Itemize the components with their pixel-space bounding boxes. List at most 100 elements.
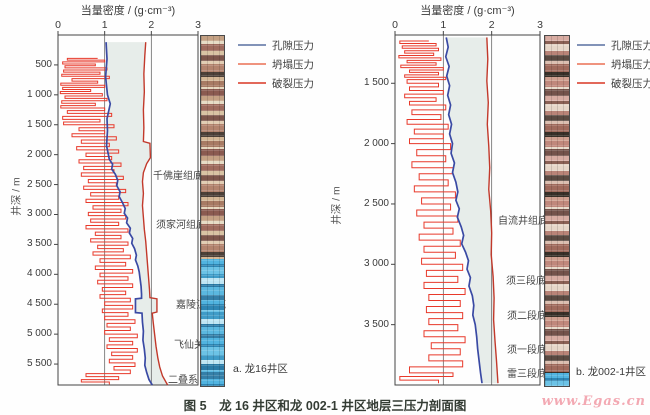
panel-a-plot-frame [57, 34, 199, 386]
lithology-stripe [201, 175, 224, 181]
panel-a-formation-annotation: 须家河组底 [156, 220, 206, 232]
panel-a-depth-tick-label: 500 [35, 58, 52, 70]
lithology-stripe [545, 231, 569, 235]
lithology-stripe [201, 171, 224, 175]
lithology-stripe [201, 370, 224, 373]
panel-a-depth-tick-label: 5 000 [26, 328, 52, 340]
lithology-stripe [545, 321, 569, 327]
lithology-stripe [201, 338, 224, 345]
panel-b-x-tick-label: 2 [488, 19, 495, 31]
lithology-stripe [201, 124, 224, 132]
lithology-stripe [201, 252, 224, 257]
lithology-stripe [545, 341, 569, 344]
panel-a-formation-annotation: 飞仙关组底 [174, 339, 224, 351]
lithology-stripe [201, 77, 224, 81]
panel-a-depth-tick-label: 4 000 [26, 268, 52, 280]
panel-b-depth-tick-label: 2 000 [363, 137, 389, 149]
panel-a-depth-tick-label: 2 500 [26, 178, 52, 190]
panel-b-label: b. 龙002-1井区 [576, 366, 647, 378]
lithology-stripe [201, 72, 224, 77]
panel-b-x-tick-label: 0 [392, 19, 398, 31]
panel-a-label: a. 龙16井区 [233, 363, 288, 375]
panel-a-x-tick-label: 2 [148, 19, 155, 31]
lithology-stripe [545, 55, 569, 61]
lithology-stripe [201, 295, 224, 301]
lithology-stripe [201, 164, 224, 171]
lithology-stripe [545, 207, 569, 209]
lithology-stripe [201, 327, 224, 335]
lithology-stripe [201, 235, 224, 241]
lithology-stripe [201, 344, 224, 348]
lithology-stripe [201, 64, 224, 72]
lithology-stripe [201, 259, 224, 265]
legend-line-swatch [577, 63, 605, 65]
panel-a-safe-window-fill [105, 42, 168, 385]
lithology-stripe [201, 300, 224, 305]
lithology-stripe [201, 55, 224, 61]
lithology-stripe [545, 364, 569, 372]
lithology-stripe [545, 77, 569, 81]
lithology-stripe [545, 284, 569, 291]
panel-b-depth-tick-label: 3 500 [363, 318, 389, 330]
lithology-stripe [201, 121, 224, 124]
lithology-stripe [545, 257, 569, 261]
lithology-stripe [201, 360, 224, 365]
panel-a-depth-tick-label: 4 500 [26, 298, 52, 310]
lithology-stripe [201, 324, 224, 328]
legend-line-swatch [577, 82, 605, 84]
lithology-stripe [201, 44, 224, 51]
lithology-stripe [201, 96, 224, 101]
watermark: www.Egas.cn [541, 394, 646, 409]
lithology-stripe [201, 264, 224, 268]
panel-b-depth-tick-label: 2 500 [363, 197, 389, 209]
lithology-stripe [201, 241, 224, 244]
lithology-stripe [201, 278, 224, 285]
legend-label: 孔隙压力 [611, 39, 650, 52]
lithology-stripe [545, 269, 569, 276]
lithology-stripe [545, 276, 569, 281]
lithology-stripe [201, 224, 224, 231]
lithology-stripe [201, 304, 224, 311]
lithology-stripe [545, 192, 569, 197]
lithology-stripe [545, 104, 569, 111]
lithology-stripe [201, 379, 224, 385]
lithology-stripe [201, 81, 224, 87]
panel-b-formation-annotation: 雷三段底 [507, 368, 547, 380]
panel-a-formation-annotation: 千佛崖组底 [153, 170, 203, 182]
panel-a-lithology-column [200, 35, 225, 387]
lithology-stripe [545, 201, 569, 207]
legend-line-swatch [238, 63, 266, 65]
lithology-stripe [201, 132, 224, 137]
lithology-stripe [201, 221, 224, 224]
lithology-stripe [545, 235, 569, 241]
lithology-stripe [545, 51, 569, 55]
lithology-stripe [201, 267, 224, 275]
panel-b-formation-annotation: 须二段底 [507, 310, 547, 322]
lithology-stripe [545, 89, 569, 96]
lithology-stripe [545, 197, 569, 201]
lithology-stripe [545, 241, 569, 244]
lithology-stripe [201, 310, 224, 313]
lithology-stripe [545, 361, 569, 364]
lithology-stripe [545, 121, 569, 124]
panel-a-depth-tick-label: 3 500 [26, 238, 52, 250]
panel-a-x-tick-label: 0 [55, 19, 61, 31]
lithology-stripe [545, 72, 569, 77]
lithology-stripe [545, 327, 569, 329]
lithology-stripe [201, 231, 224, 235]
lithology-stripe [545, 224, 569, 231]
lithology-stripe [545, 149, 569, 156]
panel-b-legend-item: 破裂压力 [577, 76, 650, 90]
panel-b-legend-item: 孔隙压力 [577, 38, 650, 52]
panel-b-depth-axis-label: 井深 / m [330, 186, 343, 225]
panel-a-x-tick-label: 1 [101, 19, 108, 31]
lithology-stripe [201, 372, 224, 380]
panel-a-depth-tick-label: 5 500 [26, 358, 52, 370]
panel-b-depth-tick-label: 1 500 [363, 77, 389, 89]
lithology-stripe [545, 87, 569, 89]
lithology-stripe [545, 132, 569, 137]
lithology-stripe [545, 137, 569, 141]
lithology-stripe [201, 207, 224, 209]
